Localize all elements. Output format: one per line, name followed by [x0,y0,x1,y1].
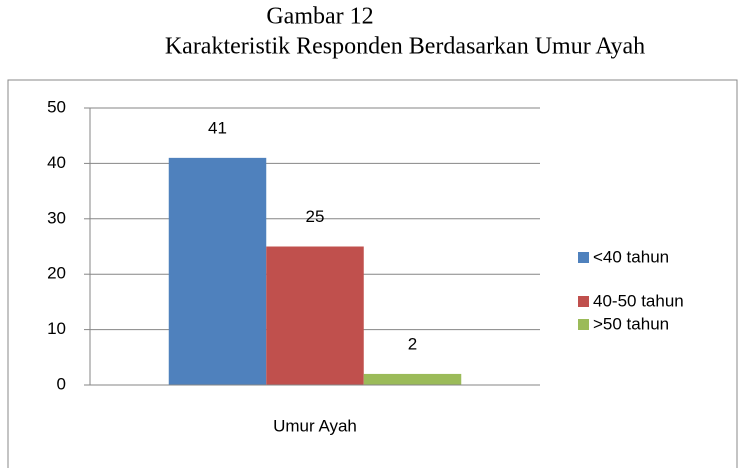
y-tick-label: 30 [47,208,66,227]
chart-title: Gambar 12 [266,4,373,30]
y-tick-label: 0 [57,374,66,393]
y-tick-label: 40 [47,153,66,172]
legend-label: <40 tahun [593,247,669,266]
data-label: 2 [408,334,417,353]
legend-swatch [578,252,589,263]
legend-swatch [578,319,589,330]
y-tick-label: 10 [47,319,66,338]
data-label: 41 [208,118,227,137]
legend-swatch [578,296,589,307]
data-label: 25 [306,207,325,226]
bar [363,373,462,385]
legend-label: 40-50 tahun [593,291,684,310]
chart-frame [7,79,738,468]
bar [266,246,364,385]
chart-subtitle: Karakteristik Responden Berdasarkan Umur… [165,34,645,60]
x-tick-label: Umur Ayah [273,416,357,435]
legend-label: >50 tahun [593,314,669,333]
y-tick-label: 50 [47,97,66,116]
bar [168,157,267,385]
y-tick-label: 20 [47,264,66,283]
